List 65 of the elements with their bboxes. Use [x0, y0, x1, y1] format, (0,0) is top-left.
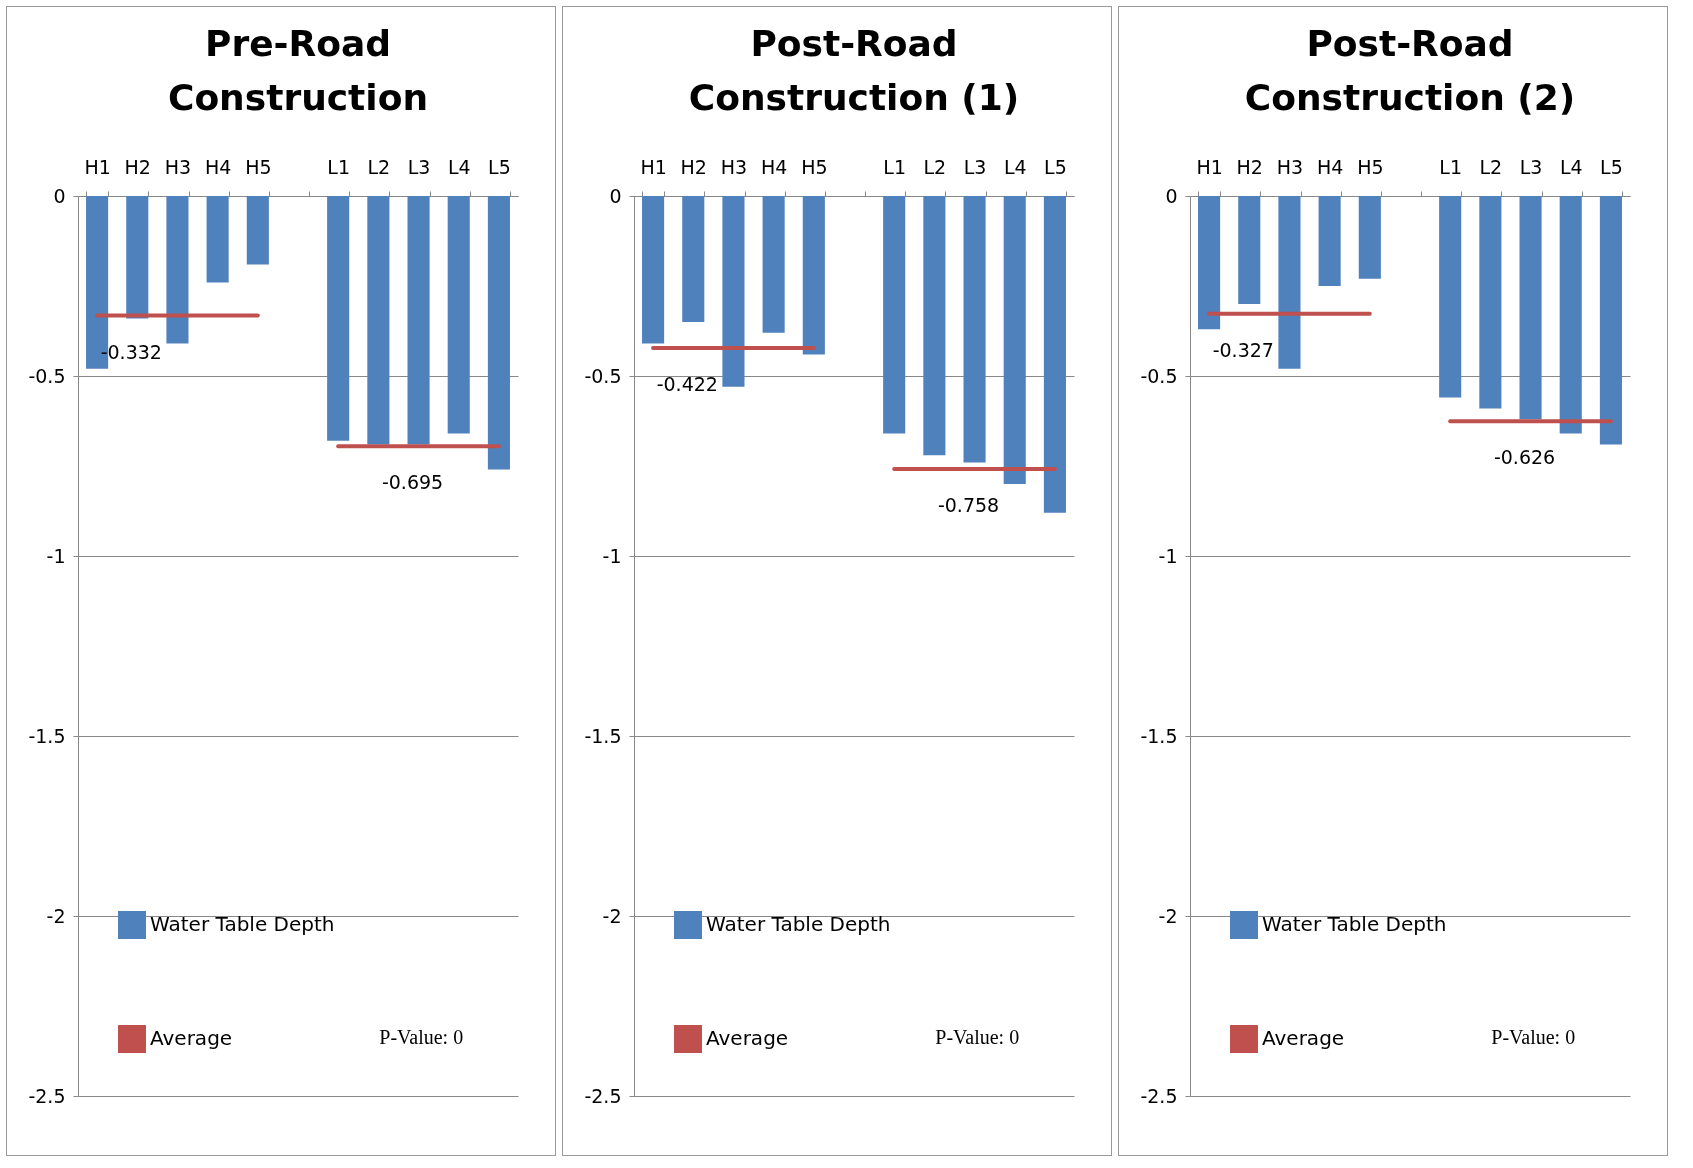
annotation: P-Value: 0: [1491, 1025, 1576, 1048]
x-tick-label: H5: [1357, 155, 1384, 178]
x-tick-label: H2: [680, 155, 707, 178]
x-tick-label: H3: [1276, 155, 1304, 178]
x-tick-label: L4: [447, 155, 471, 178]
x-tick-label: L4: [1003, 155, 1027, 178]
data-label: -0.758: [937, 493, 1000, 516]
legend-label: Water Table Depth: [150, 912, 335, 936]
x-tick-label: L1: [327, 155, 351, 178]
x-tick-label: L3: [1519, 155, 1543, 178]
data-label: -0.422: [656, 372, 718, 395]
x-tick-label: L3: [407, 155, 431, 178]
y-tick-label: -1: [602, 544, 622, 567]
y-tick-label: -2.5: [584, 1084, 622, 1107]
annotation: P-Value: 0: [935, 1025, 1020, 1048]
x-tick-label: L5: [1600, 155, 1623, 178]
x-tick-label: H3: [164, 155, 192, 178]
data-label: -0.695: [381, 471, 444, 494]
y-tick-label: -2.5: [28, 1084, 66, 1107]
chart-title: Post-Road Construction (2): [1244, 23, 1576, 118]
y-tick-label: -0.5: [1140, 364, 1178, 387]
y-tick-label: -2: [1158, 904, 1178, 927]
annotation: P-Value: 0: [379, 1025, 464, 1048]
y-tick-label: -2: [602, 904, 622, 927]
legend-label: Water Table Depth: [1262, 912, 1447, 936]
data-label: -0.626: [1493, 446, 1556, 469]
x-tick-label: H2: [124, 155, 151, 178]
x-tick-label: L2: [367, 155, 391, 178]
x-tick-label: L3: [963, 155, 987, 178]
y-tick-label: -0.5: [584, 364, 622, 387]
chart-title: Post-Road Construction (1): [688, 23, 1020, 118]
x-tick-label: H3: [720, 155, 748, 178]
chart-title: Pre-Road Construction: [167, 23, 429, 118]
y-tick-label: -2.5: [1140, 1084, 1178, 1107]
legend-label: Average: [150, 1026, 233, 1050]
legend-label: Average: [706, 1026, 789, 1050]
x-tick-label: L5: [488, 155, 511, 178]
data-label: -0.327: [1212, 338, 1274, 361]
x-tick-label: H1: [1196, 155, 1223, 178]
y-tick-label: 0: [609, 184, 622, 207]
x-tick-label: L1: [883, 155, 907, 178]
y-tick-label: -1.5: [1140, 724, 1178, 747]
x-tick-label: L4: [1559, 155, 1583, 178]
x-tick-label: H4: [1316, 155, 1344, 178]
x-tick-label: H5: [245, 155, 272, 178]
x-tick-label: H4: [760, 155, 788, 178]
y-tick-label: 0: [53, 184, 66, 207]
y-tick-label: -1: [1158, 544, 1178, 567]
y-tick-label: -0.5: [28, 364, 66, 387]
x-tick-label: L1: [1439, 155, 1463, 178]
x-tick-label: H4: [204, 155, 232, 178]
x-tick-label: L2: [923, 155, 947, 178]
x-tick-label: H5: [801, 155, 828, 178]
x-tick-label: L2: [1479, 155, 1503, 178]
y-tick-label: -1.5: [28, 724, 66, 747]
x-tick-label: H1: [640, 155, 667, 178]
y-tick-label: -1: [46, 544, 66, 567]
x-tick-label: H1: [84, 155, 111, 178]
y-tick-label: -2: [46, 904, 66, 927]
legend-label: Water Table Depth: [706, 912, 891, 936]
y-tick-label: 0: [1165, 184, 1178, 207]
x-tick-label: H2: [1236, 155, 1263, 178]
x-tick-label: L5: [1044, 155, 1067, 178]
legend-label: Average: [1262, 1026, 1345, 1050]
y-tick-label: -1.5: [584, 724, 622, 747]
